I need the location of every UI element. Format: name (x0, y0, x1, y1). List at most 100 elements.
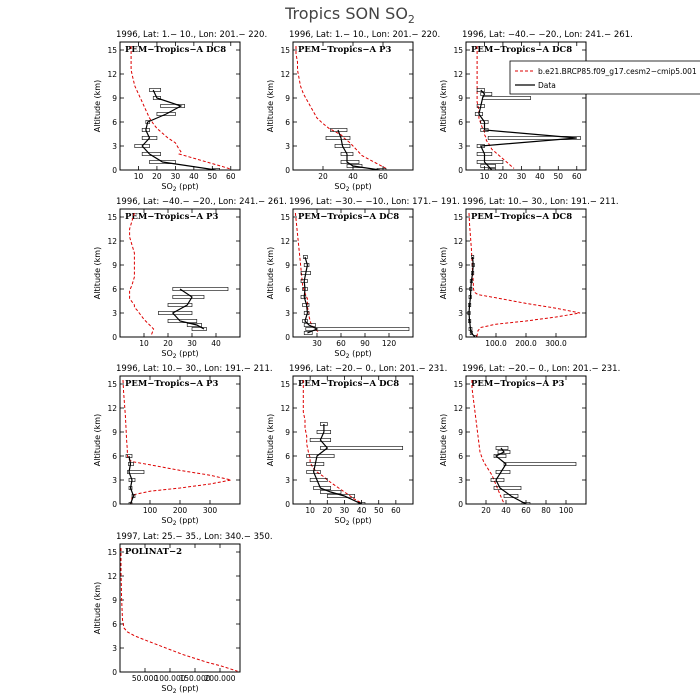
x-tick-label: 200.0 (515, 339, 537, 348)
chart-panel-1: 1996, Lat: 1.− 10., Lon: 201.− 220. PEM−T… (93, 30, 267, 193)
data-error-box (503, 462, 577, 466)
plot-frame (292, 375, 414, 505)
y-tick-label: 6 (458, 285, 463, 294)
panel-region-label: 1997, Lat: 25.− 35., Lon: 340.− 350. (116, 532, 273, 542)
data-error-box (497, 450, 511, 454)
y-tick-label: 6 (112, 620, 117, 629)
y-tick-label: 0 (458, 166, 463, 175)
data-error-box (191, 327, 207, 331)
plot-area (302, 380, 404, 504)
chart-panel-5: 1996, Lat: −30.− −10., Lon: 171.− 191. PE… (266, 197, 460, 360)
y-axis-label: Altitude (km) (93, 247, 102, 299)
x-axis-label: SO2 (ppt) (161, 516, 198, 527)
panel-region-label: 1996, Lat: 1.− 10., Lon: 201.− 220. (289, 30, 440, 40)
data-error-box (141, 136, 158, 140)
panel-campaign-label: PEM−Tropics−A DC8 (471, 212, 572, 222)
panel-region-label: 1996, Lat: −20.− 0., Lon: 201.− 231. (289, 364, 447, 374)
data-error-box (476, 160, 504, 164)
y-tick-label: 0 (285, 166, 290, 175)
chart-panel-7: 1996, Lat: 10.− 30., Lon: 191.− 211. PEM−… (93, 364, 273, 527)
y-tick-label: 6 (112, 118, 117, 127)
data-error-box (172, 295, 205, 299)
data-error-box (487, 136, 581, 140)
y-tick-label: 12 (107, 404, 117, 413)
data-series-line (171, 288, 205, 330)
panel-campaign-label: PEM−Tropics−A DC8 (298, 212, 399, 222)
x-tick-label: 40 (211, 339, 221, 348)
chart-panel-3: 1996, Lat: −40.− −20., Lon: 241.− 261. PE… (439, 30, 700, 181)
chart-panel-6: 1996, Lat: 10.− 30., Lon: 191.− 211. PEM−… (439, 197, 619, 348)
y-tick-label: 0 (112, 166, 117, 175)
x-axis-label-sub: 2 (346, 186, 350, 193)
data-error-box (320, 490, 342, 494)
panels-group: 1996, Lat: 1.− 10., Lon: 201.− 220. PEM−T… (93, 30, 700, 695)
x-tick-label: 50.000 (132, 674, 158, 683)
x-axis-label-unit: (ppt) (350, 516, 372, 525)
data-error-box (167, 319, 198, 323)
x-tick-label: 40 (535, 172, 545, 181)
y-tick-label: 12 (453, 404, 463, 413)
y-tick-label: 12 (107, 572, 117, 581)
x-axis-label-main: SO (161, 349, 172, 358)
y-tick-label: 9 (285, 94, 290, 103)
x-tick-label: 200.000 (204, 674, 235, 683)
x-axis-label-sub: 2 (173, 520, 177, 527)
data-error-box (303, 323, 316, 327)
data-error-box (521, 502, 531, 504)
plot-area (120, 548, 238, 672)
data-error-box (320, 446, 404, 450)
model-series-line (468, 212, 581, 337)
x-tick-label: 10 (305, 506, 315, 515)
x-axis-label-sub: 2 (346, 520, 350, 527)
y-tick-label: 12 (280, 404, 290, 413)
x-tick-label: 100 (559, 506, 574, 515)
plot-frame (465, 41, 587, 171)
data-error-box (495, 470, 511, 474)
x-axis-label-sub: 2 (346, 353, 350, 360)
panel-campaign-label: PEM−Tropics−A DC8 (298, 379, 399, 389)
plot-area (295, 46, 387, 170)
legend-model-label: b.e21.BRCP85.f09_g17.cesm2−cmip5.001 (538, 67, 697, 76)
data-error-box (152, 96, 161, 100)
y-tick-label: 3 (458, 476, 463, 485)
x-axis-label-main: SO (161, 684, 172, 693)
x-tick-label: 30 (517, 172, 527, 181)
y-tick-label: 0 (458, 500, 463, 509)
y-tick-label: 15 (453, 46, 463, 55)
y-tick-label: 15 (280, 213, 290, 222)
y-tick-label: 3 (112, 644, 117, 653)
y-tick-label: 6 (458, 452, 463, 461)
y-tick-label: 3 (112, 309, 117, 318)
x-tick-label: 60 (336, 339, 346, 348)
x-tick-label: 40 (348, 172, 358, 181)
data-error-box (127, 470, 145, 474)
panel-region-label: 1996, Lat: 1.− 10., Lon: 201.− 220. (116, 30, 267, 40)
y-tick-label: 0 (112, 333, 117, 342)
y-tick-label: 12 (107, 70, 117, 79)
y-tick-label: 15 (453, 380, 463, 389)
plot-area (129, 212, 229, 336)
data-error-box (480, 164, 496, 168)
y-tick-label: 9 (112, 261, 117, 270)
x-tick-label: 60 (378, 172, 388, 181)
y-tick-label: 6 (285, 452, 290, 461)
x-axis-label-unit: (ppt) (350, 349, 372, 358)
y-tick-label: 0 (112, 668, 117, 677)
y-tick-label: 6 (285, 285, 290, 294)
data-error-box (172, 287, 229, 291)
x-axis-label: SO2 (ppt) (334, 349, 371, 360)
plot-frame (119, 41, 241, 171)
model-series-line (471, 380, 505, 504)
data-error-box (309, 438, 332, 442)
x-axis-label-unit: (ppt) (177, 516, 199, 525)
chart-panel-4: 1996, Lat: −40.− −20., Lon: 241.− 261. PE… (93, 197, 287, 360)
y-tick-label: 15 (107, 548, 117, 557)
x-tick-label: 10 (139, 339, 149, 348)
x-axis-label-sub: 2 (173, 353, 177, 360)
y-tick-label: 12 (107, 237, 117, 246)
x-axis-label-main: SO (334, 349, 345, 358)
y-axis-label: Altitude (km) (439, 80, 448, 132)
x-axis-label-main: SO (334, 516, 345, 525)
x-tick-label: 40 (189, 172, 199, 181)
y-tick-label: 15 (107, 380, 117, 389)
